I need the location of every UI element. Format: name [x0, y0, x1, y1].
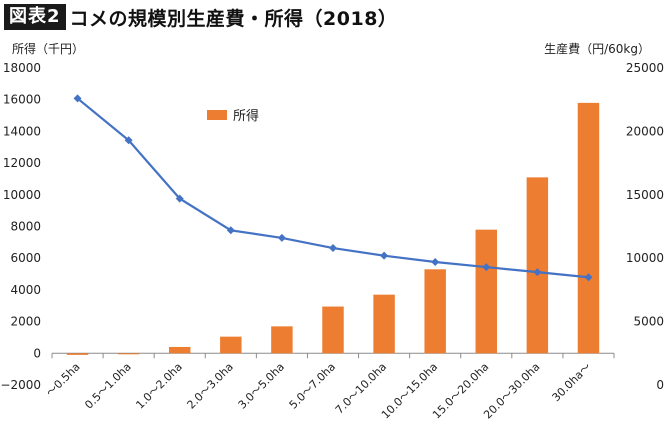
- category-label: 30.0ha〜: [550, 360, 594, 404]
- legend-label: 所得: [233, 108, 259, 124]
- cost-point: [277, 233, 286, 242]
- figure-title: コメの規模別生産費・所得（2018）: [69, 7, 398, 30]
- left-axis-title: 所得（千円）: [12, 41, 84, 56]
- legend-swatch: [207, 110, 227, 120]
- right-tick-label: 20000: [626, 124, 664, 138]
- right-tick-label: 25000: [626, 61, 664, 75]
- line-series: [73, 94, 593, 282]
- left-tick-label: 2000: [10, 315, 41, 329]
- cost-point: [175, 194, 184, 203]
- category-label: 1.0〜2.0ha: [133, 360, 184, 411]
- category-label: 7.0〜10.0ha: [333, 360, 389, 416]
- income-bar: [475, 229, 498, 354]
- left-tick-label: 12000: [3, 156, 41, 170]
- left-tick-label: 4000: [10, 283, 41, 297]
- category-label: 2.0〜3.0ha: [185, 360, 236, 411]
- left-tick-label: 6000: [10, 251, 41, 265]
- right-tick-label: 5000: [633, 315, 664, 329]
- figure-badge: 図表2: [4, 4, 66, 30]
- left-tick-label: 8000: [10, 220, 41, 234]
- category-label: 5.0〜7.0ha: [287, 360, 338, 411]
- income-bar: [373, 294, 395, 354]
- left-tick-label: 18000: [3, 61, 41, 75]
- cost-point: [584, 273, 593, 282]
- category-label: 〜0.5ha: [44, 360, 83, 399]
- right-tick-label: 10000: [626, 251, 664, 265]
- income-bar: [66, 353, 89, 355]
- figure-title-row: 図表2 コメの規模別生産費・所得（2018）: [4, 3, 397, 31]
- cost-point: [73, 94, 82, 103]
- legend: 所得: [207, 108, 259, 124]
- cost-point: [431, 258, 440, 267]
- income-bar: [577, 102, 600, 354]
- category-label: 3.0〜5.0ha: [236, 360, 287, 411]
- cost-point: [329, 244, 337, 253]
- income-bar: [322, 306, 344, 354]
- category-label: 0.5〜1.0ha: [82, 360, 133, 411]
- cost-point: [482, 263, 491, 272]
- income-bar: [424, 269, 446, 354]
- cost-point: [380, 251, 389, 260]
- left-axis-ticks: −2000 0 2000 4000 6000 8000 10000 12000 14000 160…: [0, 61, 41, 392]
- left-tick-label: −2000: [0, 378, 41, 392]
- right-axis-title: 生産費（円/60kg）: [544, 41, 650, 56]
- right-axis-ticks: 0 5000 10000 15000 20000 25000: [626, 61, 664, 392]
- income-bar: [168, 346, 191, 354]
- left-tick-label: 10000: [3, 188, 41, 202]
- right-tick-label: 15000: [626, 188, 664, 202]
- left-tick-label: 0: [33, 346, 41, 360]
- income-bar: [526, 177, 549, 354]
- income-bar: [271, 326, 293, 354]
- left-tick-label: 14000: [3, 124, 41, 138]
- right-tick-label: 0: [656, 378, 664, 392]
- cost-point: [226, 226, 235, 235]
- cost-point: [124, 136, 133, 145]
- income-bar: [117, 353, 140, 355]
- income-bar: [220, 336, 242, 354]
- bar-series: [66, 102, 600, 355]
- cost-point: [533, 268, 542, 277]
- category-labels: 〜0.5ha 0.5〜1.0ha 1.0〜2.0ha 2.0〜3.0ha 3.0〜5.0…: [44, 360, 594, 421]
- left-tick-label: 16000: [3, 93, 41, 107]
